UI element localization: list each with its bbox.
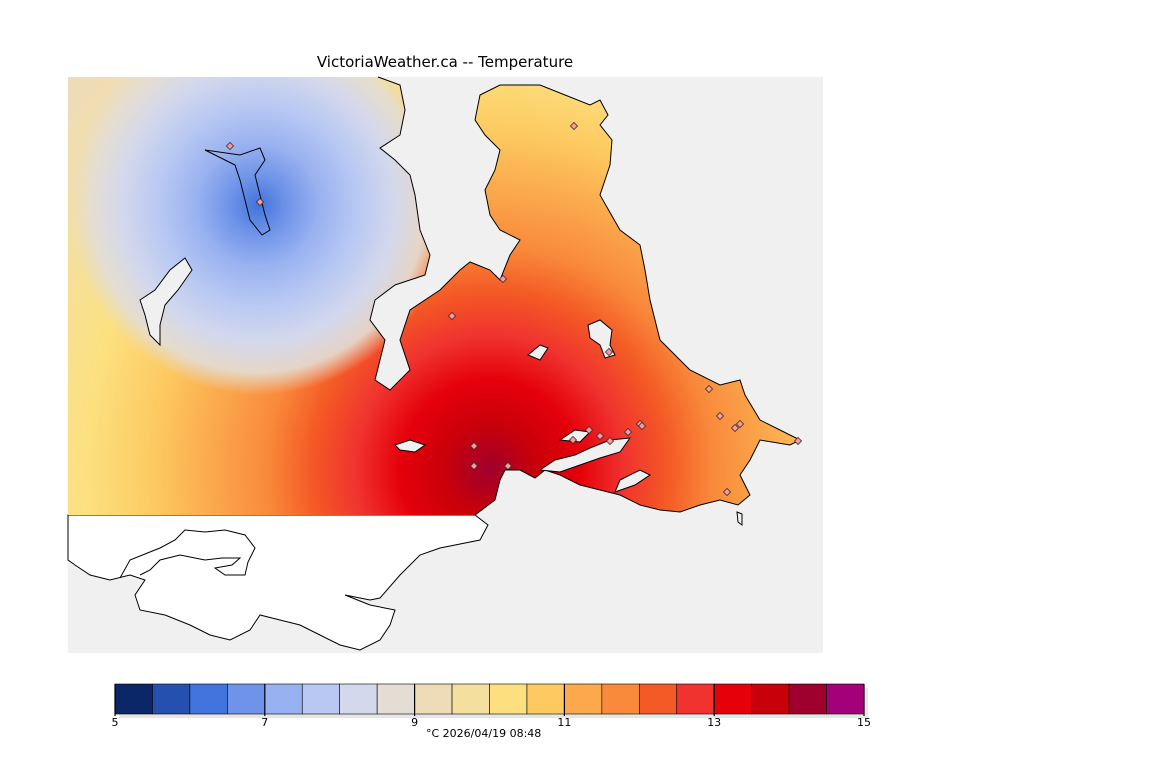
station-marker[interactable] xyxy=(584,425,594,435)
station-marker[interactable] xyxy=(447,311,457,321)
station-marker[interactable] xyxy=(623,427,633,437)
islet xyxy=(736,511,743,526)
colorbar-swatch xyxy=(526,683,565,715)
station-marker[interactable] xyxy=(704,384,714,394)
colorbar-swatch xyxy=(376,683,415,715)
map-title: VictoriaWeather.ca -- Temperature xyxy=(316,53,574,71)
station-marker[interactable] xyxy=(568,435,578,445)
inlet-island xyxy=(587,319,616,359)
colorbar-swatch xyxy=(676,683,715,715)
station-marker[interactable] xyxy=(722,487,732,497)
colorbar-tick-label: 5 xyxy=(112,716,119,729)
station-marker[interactable] xyxy=(225,141,235,151)
colorbar-tick-label: 15 xyxy=(857,716,871,729)
colorbar-swatch xyxy=(189,683,228,715)
outside-land xyxy=(67,514,489,651)
station-marker[interactable] xyxy=(469,461,479,471)
outside-land-inner xyxy=(119,529,256,579)
station-marker[interactable] xyxy=(605,436,615,446)
colorbar-swatch xyxy=(751,683,790,715)
colorbar-swatch xyxy=(826,683,865,715)
colorbar-swatch xyxy=(339,683,378,715)
harbour-water-3 xyxy=(614,469,651,493)
colorbar-tick-label: 11 xyxy=(557,716,571,729)
colorbar-swatch xyxy=(152,683,191,715)
station-marker[interactable] xyxy=(793,436,803,446)
colorbar-swatch xyxy=(713,683,752,715)
colorbar-swatch xyxy=(264,683,303,715)
station-marker[interactable] xyxy=(604,347,614,357)
colorbar-swatch xyxy=(414,683,453,715)
station-marker[interactable] xyxy=(730,423,740,433)
colorbar-tick-label: 13 xyxy=(707,716,721,729)
station-marker[interactable] xyxy=(469,441,479,451)
colorbar-swatch xyxy=(638,683,678,715)
station-marker[interactable] xyxy=(595,431,605,441)
station-marker[interactable] xyxy=(255,197,265,207)
lake-north xyxy=(204,147,271,236)
station-marker[interactable] xyxy=(735,419,745,429)
station-marker[interactable] xyxy=(503,461,513,471)
colorbar-tick-label: 9 xyxy=(411,716,418,729)
units-timestamp: °C 2026/04/19 08:48 xyxy=(426,727,542,740)
colorbar-swatch xyxy=(601,683,640,715)
station-marker[interactable] xyxy=(569,121,579,131)
colorbar-swatch xyxy=(301,683,341,715)
colorbar-swatch xyxy=(227,683,266,715)
harbour-water xyxy=(538,437,632,473)
lake-west xyxy=(139,257,193,347)
station-marker[interactable] xyxy=(637,421,647,431)
coastline xyxy=(369,76,802,516)
colorbar-swatch xyxy=(489,683,528,715)
colorbar-swatch xyxy=(564,683,603,715)
bay-island xyxy=(394,439,427,453)
small-island xyxy=(527,344,549,361)
station-marker[interactable] xyxy=(498,274,508,284)
weather-stations xyxy=(225,121,803,497)
colorbar-swatch xyxy=(451,683,490,715)
station-marker[interactable] xyxy=(715,411,725,421)
colorbar-swatch xyxy=(788,683,827,715)
colorbar-swatch xyxy=(114,683,153,715)
colorbar-tick-label: 7 xyxy=(261,716,268,729)
